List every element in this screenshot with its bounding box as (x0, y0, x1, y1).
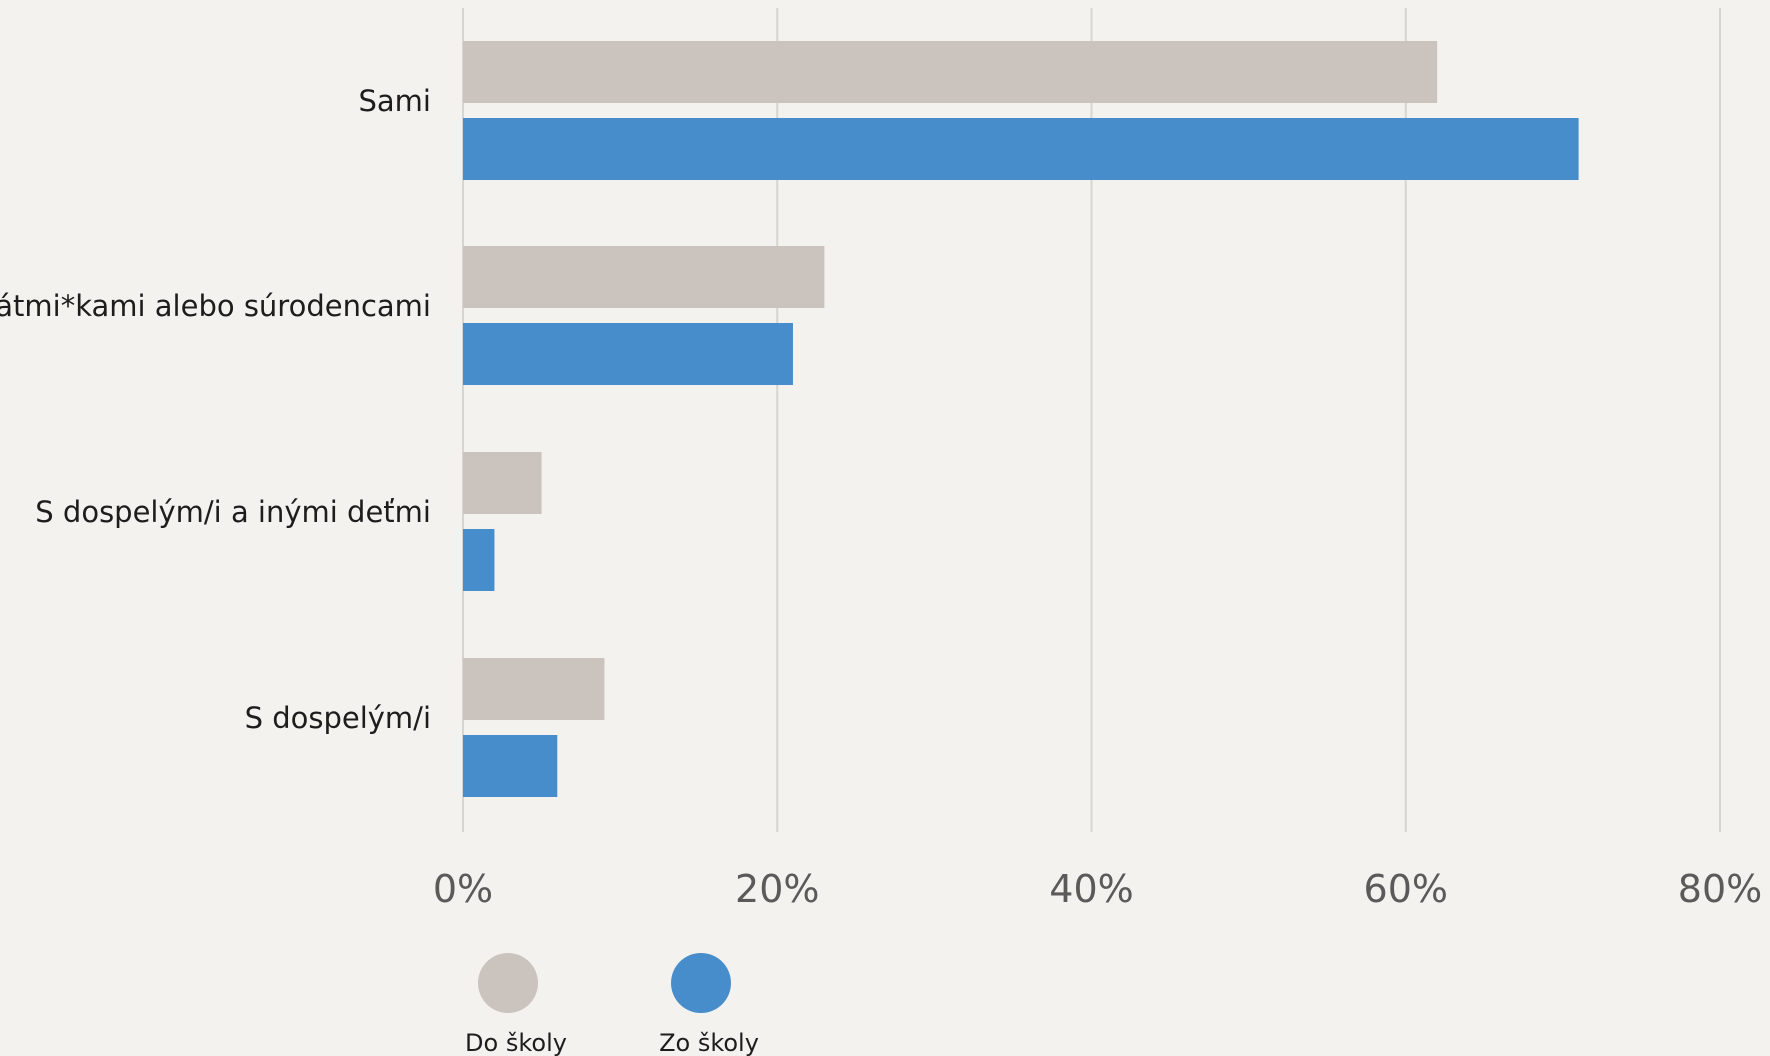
category-label: S kamarátmi*kami alebo súrodencami (0, 289, 431, 323)
category-labels: Sami S kamarátmi*kami alebo súrodencami S … (0, 84, 431, 735)
category-label: S dospelým/i a inými deťmi (35, 495, 431, 529)
bar-do-skoly-3 (463, 658, 605, 720)
x-tick-label: 0% (433, 867, 493, 911)
x-tick-label: 60% (1364, 867, 1448, 911)
bar-do-skoly-2 (463, 452, 542, 514)
x-tick-label: 40% (1049, 867, 1133, 911)
bar-do-skoly-1 (463, 246, 825, 308)
x-tick-label: 20% (735, 867, 819, 911)
bar-do-skoly-0 (463, 41, 1438, 103)
legend-label: Do školy (465, 1029, 567, 1056)
x-tick-label: 80% (1678, 867, 1762, 911)
x-axis-ticks: 0% 20% 40% 60% 80% (433, 867, 1762, 911)
bar-zo-skoly-3 (463, 735, 558, 797)
bar-zo-skoly-1 (463, 323, 793, 385)
category-label: S dospelým/i (245, 701, 431, 735)
legend-swatch (478, 953, 538, 1013)
category-label: Sami (359, 84, 432, 118)
bars (463, 41, 1579, 797)
bar-zo-skoly-0 (463, 118, 1579, 180)
legend-label: Zo školy (659, 1029, 759, 1056)
legend-swatch (671, 953, 731, 1013)
bar-zo-skoly-2 (463, 529, 495, 591)
legend: Do školy Zo školy (465, 953, 759, 1056)
